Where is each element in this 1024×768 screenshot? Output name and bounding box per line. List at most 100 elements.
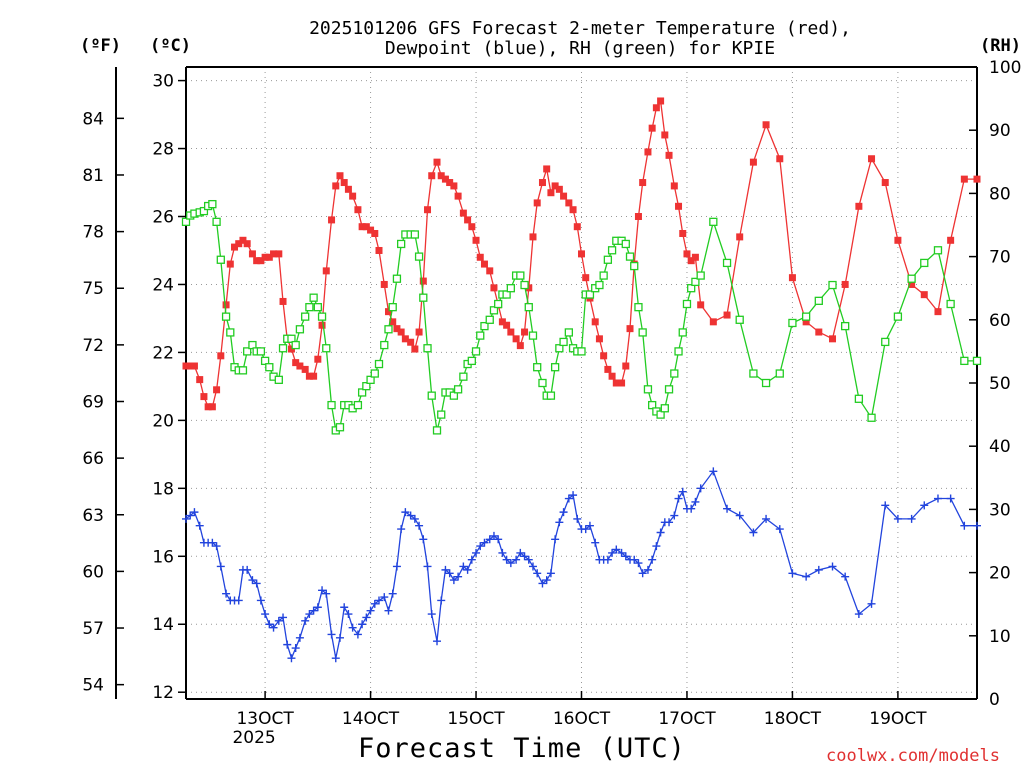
temperature-point — [490, 284, 498, 292]
rh-point — [722, 258, 732, 268]
x-tick-label: 13OCT — [236, 709, 294, 729]
temperature-point — [973, 175, 981, 183]
temperature-point — [248, 250, 256, 258]
dewpoint-point — [656, 528, 665, 537]
rh-point — [506, 284, 515, 293]
temperature-point — [538, 179, 546, 187]
temperature-point — [604, 365, 612, 373]
rh-point — [494, 299, 503, 309]
temperature-point — [894, 236, 902, 244]
x-tick-label: 18OCT — [764, 709, 822, 729]
temperature-point — [612, 379, 620, 387]
x-axis-title: Forecast Time (UTC) — [358, 733, 686, 764]
dewpoint-point — [648, 555, 657, 564]
temperature-point — [503, 321, 511, 329]
dewpoint-point — [454, 572, 463, 581]
dewpoint-point — [788, 569, 797, 578]
temperature-point — [788, 274, 796, 282]
rh-point — [471, 347, 481, 356]
dewpoint-point — [318, 586, 327, 595]
rh-point — [291, 340, 300, 350]
rh-point — [305, 303, 314, 312]
dewpoint-point — [480, 538, 489, 547]
celsius-unit-label: (ºC) — [150, 36, 191, 56]
temperature-point — [829, 335, 837, 343]
dewpoint-point — [494, 535, 503, 544]
fahrenheit-tick-label: 54 — [82, 676, 104, 696]
temperature-point — [196, 376, 204, 384]
dewpoint-point — [445, 569, 454, 578]
rh-point — [648, 400, 657, 410]
temperature-point — [292, 359, 300, 367]
rh-point — [274, 375, 283, 384]
temperature-point — [310, 372, 318, 380]
temperature-point — [578, 250, 585, 258]
temperature-point — [459, 209, 467, 217]
temperature-point — [644, 148, 652, 156]
dewpoint-point — [419, 535, 428, 544]
dewpoint-point — [291, 644, 300, 653]
temperature-point — [367, 226, 375, 234]
celsius-tick-label: 30 — [152, 72, 174, 92]
dewpoint-point — [427, 610, 436, 619]
rh-point — [467, 356, 476, 366]
rh-point — [678, 328, 687, 337]
rh-point — [309, 293, 318, 302]
dewpoint-point — [512, 555, 521, 564]
rh-point — [660, 404, 669, 413]
temperature-point — [468, 223, 476, 231]
rh-point — [374, 359, 384, 369]
rh-point — [410, 230, 420, 239]
temperature-point — [934, 308, 942, 316]
x-tick-label: 17OCT — [658, 709, 716, 729]
temperature-point — [881, 179, 889, 187]
rh-point — [278, 344, 288, 353]
rh-point — [933, 246, 943, 255]
temperature-point — [634, 213, 642, 221]
dewpoint-point — [370, 599, 379, 608]
dewpoint-point — [814, 565, 823, 574]
fahrenheit-unit-label: (ºF) — [80, 36, 121, 56]
fahrenheit-tick-label: 66 — [82, 449, 104, 469]
dewpoint-point — [665, 518, 674, 527]
dewpoint-point — [415, 521, 424, 530]
rh-point — [221, 312, 231, 321]
temperature-point — [407, 338, 415, 346]
rh-point — [357, 388, 367, 397]
temperature-point — [560, 192, 568, 200]
dewpoint-point — [301, 616, 310, 625]
dewpoint-point — [331, 654, 340, 663]
dewpoint-point — [269, 623, 278, 632]
temperature-point — [551, 182, 559, 190]
rh-tick-label: 0 — [989, 690, 1000, 710]
temperature-point — [186, 362, 194, 370]
rh-point — [524, 303, 533, 312]
temperature-point — [547, 189, 555, 197]
dewpoint-point — [603, 555, 612, 564]
dewpoint-point — [392, 562, 401, 571]
rh-unit-label: (RH) — [980, 36, 1021, 56]
rh-point — [585, 290, 595, 299]
dewpoint-point — [638, 569, 647, 578]
temperature-point — [608, 372, 616, 380]
celsius-tick-label: 20 — [152, 411, 174, 431]
dewpoint-point — [881, 501, 890, 510]
x-tick-label: 19OCT — [869, 709, 927, 729]
temperature-point — [243, 240, 251, 248]
rh-point — [388, 303, 397, 312]
rh-point — [353, 400, 363, 410]
temperature-point — [498, 318, 506, 326]
dewpoint-point — [775, 525, 784, 534]
temperature-point — [200, 393, 208, 401]
dewpoint-point — [472, 548, 481, 557]
dewpoint-point — [735, 511, 744, 520]
dewpoint-point — [441, 565, 450, 574]
chart-title-line-2: Dewpoint (blue), RH (green) for KPIE — [384, 38, 776, 59]
rh-point — [867, 413, 876, 422]
dewpoint-point — [327, 630, 336, 639]
temperature-point — [622, 362, 630, 370]
temperature-point — [749, 158, 757, 166]
fahrenheit-tick-label: 57 — [82, 619, 104, 639]
temperature-point — [213, 386, 221, 394]
x-tick-sublabel: 2025 — [232, 728, 275, 748]
